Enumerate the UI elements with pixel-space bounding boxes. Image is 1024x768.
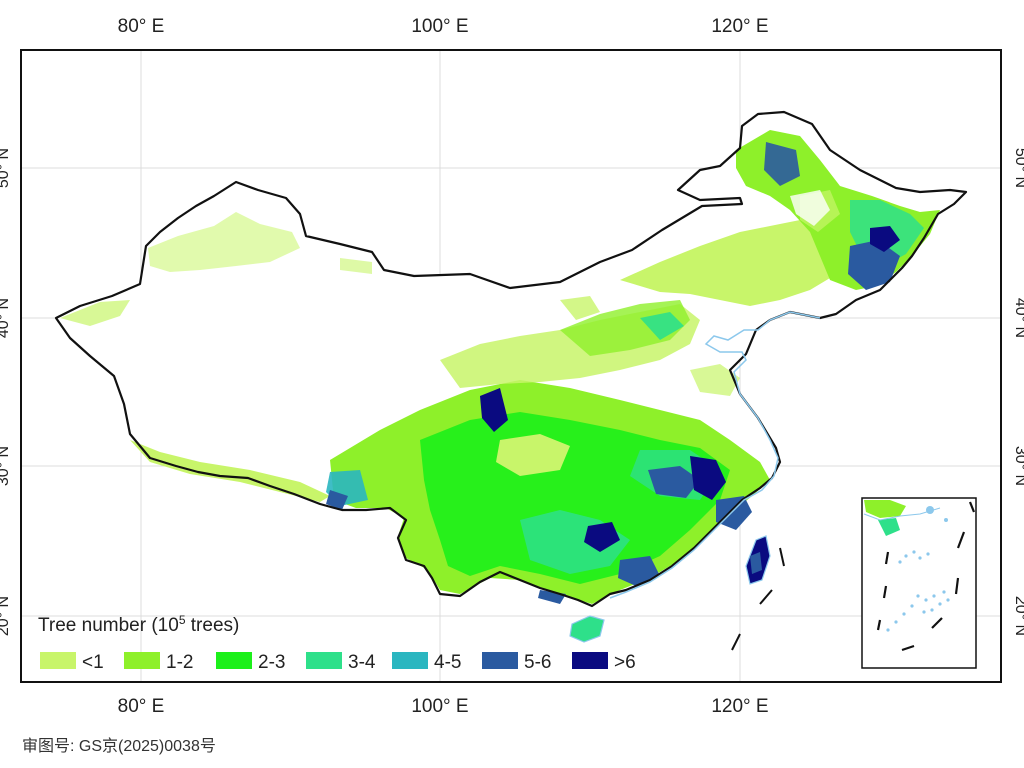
lon-label-bottom-120: 120° E <box>711 696 768 717</box>
lat-label-left-30: 30° N <box>0 446 12 486</box>
legend-label-1: 1-2 <box>166 652 193 673</box>
lat-label-right-30: 30° N <box>1012 446 1024 486</box>
lon-label-top-80: 80° E <box>118 16 165 37</box>
legend-swatch-5 <box>482 652 518 669</box>
legend-swatch-4 <box>392 652 428 669</box>
lon-label-top-100: 100° E <box>411 16 468 37</box>
lon-label-top-120: 120° E <box>711 16 768 37</box>
legend-swatch-3 <box>306 652 342 669</box>
lat-label-right-40: 40° N <box>1012 298 1024 338</box>
lon-label-bottom-80: 80° E <box>118 696 165 717</box>
lat-label-left-40: 40° N <box>0 298 12 338</box>
legend-label-5: 5-6 <box>524 652 551 673</box>
legend-swatch-0 <box>40 652 76 669</box>
south-china-sea-inset <box>861 497 977 669</box>
legend-title: Tree number (105 trees) <box>38 613 239 636</box>
legend-label-4: 4-5 <box>434 652 461 673</box>
lat-label-left-20: 20° N <box>0 596 12 636</box>
legend-label-6: >6 <box>614 652 636 673</box>
legend: <1 1-2 2-3 3-4 4-5 5-6 >6 <box>40 652 636 673</box>
lat-label-right-50: 50° N <box>1012 148 1024 188</box>
legend-swatch-2 <box>216 652 252 669</box>
south-sea-dashes <box>731 547 785 651</box>
tree-density-raster <box>60 130 940 604</box>
legend-label-2: 2-3 <box>258 652 285 673</box>
legend-swatch-6 <box>572 652 608 669</box>
map-approval-number: 审图号: GS京(2025)0038号 <box>22 738 216 755</box>
lat-label-left-50: 50° N <box>0 148 12 188</box>
lon-label-bottom-100: 100° E <box>411 696 468 717</box>
legend-label-3: 3-4 <box>348 652 376 673</box>
legend-swatch-1 <box>124 652 160 669</box>
legend-label-0: <1 <box>82 652 104 673</box>
coastline <box>609 311 821 599</box>
lat-label-right-20: 20° N <box>1012 596 1024 636</box>
hainan-island <box>569 615 605 643</box>
